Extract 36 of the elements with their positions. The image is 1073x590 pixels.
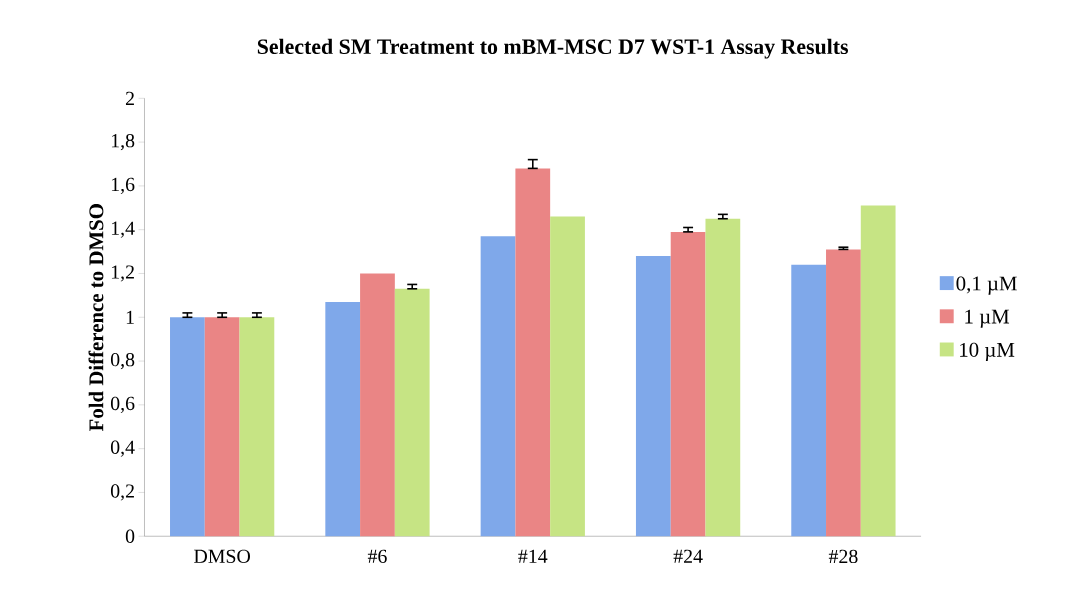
bar: [170, 317, 205, 537]
y-tick-label: 0,6: [110, 396, 135, 414]
legend-label: 1 µM: [965, 309, 1010, 328]
y-tick-label: 1: [126, 310, 134, 324]
x-tick-label: DMSO: [194, 549, 251, 564]
bar: [239, 317, 275, 537]
y-tick-label: 1,2: [111, 265, 134, 282]
bar: [826, 249, 861, 537]
bar: [515, 168, 551, 537]
bar: [394, 288, 430, 537]
x-tick-label: #6: [367, 549, 387, 564]
bar: [670, 231, 706, 537]
y-tick-label: 0,4: [110, 440, 135, 457]
x-tick-label: #24: [673, 549, 703, 563]
bar: [325, 302, 361, 537]
y-tick-label: 0,8: [110, 353, 135, 370]
x-tick-label: #14: [518, 549, 548, 563]
bar: [550, 216, 585, 537]
y-tick-label: 2: [125, 91, 134, 105]
bar: [360, 273, 395, 537]
bar: [791, 264, 827, 537]
x-tick-label: #28: [828, 549, 858, 564]
bar: [860, 205, 896, 537]
chart-title: Selected SM Treatment to mBM-MSC D7 WST-1 Assay Results: [257, 38, 849, 59]
y-axis-title: Fold Difference to DMSO: [88, 204, 104, 432]
bar: [480, 236, 516, 537]
legend-label: 10 µM: [960, 342, 1015, 362]
y-tick-label: 1,8: [111, 134, 135, 151]
legend-label: 0,1 µM: [956, 276, 1017, 295]
bar: [635, 256, 671, 537]
y-tick-label: 0,2: [110, 484, 134, 501]
y-tick-label: 1,4: [111, 221, 135, 238]
bar: [705, 218, 741, 537]
y-tick-label: 1,6: [111, 177, 135, 195]
bar: [204, 317, 240, 537]
y-tick-label: 0: [125, 529, 135, 544]
